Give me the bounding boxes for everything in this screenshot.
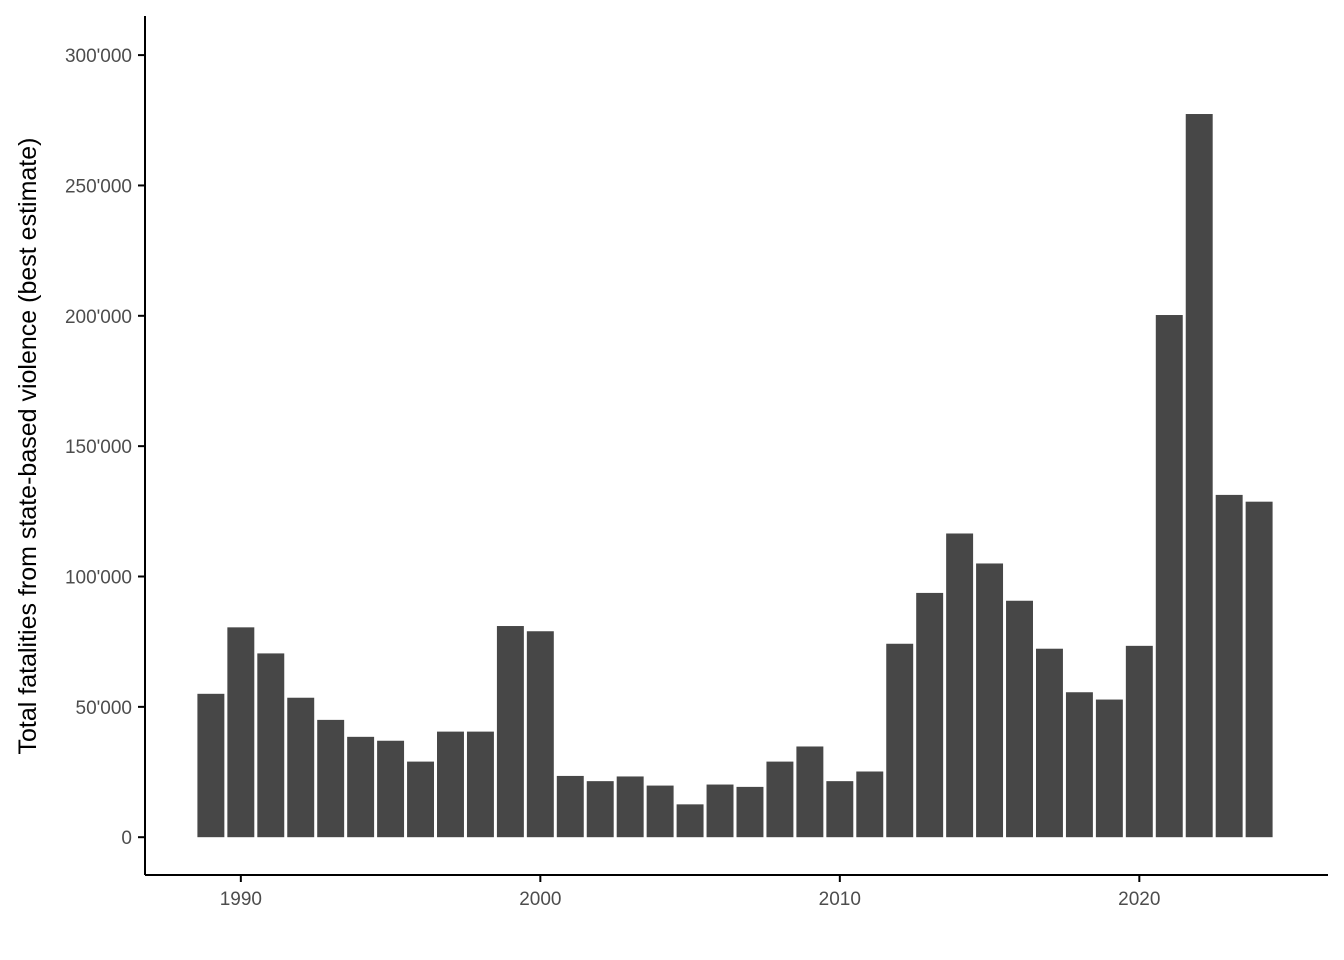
bar-1991	[257, 653, 285, 838]
bar-2022	[1185, 114, 1213, 838]
bar-1993	[317, 719, 345, 838]
bar-2013	[916, 592, 944, 838]
bar-1996	[407, 761, 435, 838]
bar-2006	[706, 784, 734, 838]
bar-2016	[1006, 600, 1033, 838]
y-tick-label-150000: 150'000	[65, 437, 132, 458]
bar-2009	[796, 746, 824, 838]
y-tick-label-100000: 100'000	[65, 568, 132, 589]
bar-2010	[826, 781, 854, 838]
bar-1992	[287, 697, 315, 838]
bar-2014	[946, 533, 974, 838]
bar-1995	[377, 740, 405, 838]
bar-2017	[1035, 648, 1063, 838]
bar-2007	[736, 786, 764, 838]
bar-1990	[227, 627, 255, 838]
y-tick-label-50000: 50'000	[76, 698, 132, 719]
bar-2008	[766, 761, 794, 838]
bar-1999	[496, 626, 524, 838]
y-tick-label-200000: 200'000	[65, 307, 132, 328]
y-tick-label-300000: 300'000	[65, 46, 132, 67]
bar-2015	[976, 563, 1004, 838]
y-axis-title: Total fatalities from state-based violen…	[14, 138, 42, 755]
bar-2001	[556, 775, 584, 838]
bar-2019	[1095, 699, 1123, 838]
bar-2002	[586, 781, 614, 838]
x-tick-label-2010: 2010	[819, 889, 861, 910]
bar-2003	[616, 776, 644, 838]
bar-2024	[1245, 501, 1273, 838]
bar-2018	[1065, 692, 1093, 838]
bar-2005	[676, 804, 704, 838]
bar-2012	[886, 643, 914, 838]
bar-2004	[646, 785, 674, 838]
x-tick-label-2020: 2020	[1118, 889, 1160, 910]
bar-1989	[197, 693, 225, 838]
bar-2011	[856, 771, 884, 838]
y-tick-label-250000: 250'000	[65, 176, 132, 197]
bar-1994	[347, 736, 375, 838]
bar-2000	[526, 631, 554, 838]
bar-2020	[1125, 645, 1153, 838]
y-tick-label-0: 0	[121, 828, 132, 849]
bar-1998	[466, 731, 494, 838]
y-axis: 0 50'000 100'000 150'000 200'000 250'000 300'0…	[65, 16, 146, 875]
x-tick-label-2000: 2000	[519, 889, 561, 910]
bars-group	[197, 114, 1273, 838]
bar-1997	[437, 731, 464, 838]
bar-2023	[1215, 494, 1243, 838]
x-tick-label-1990: 1990	[220, 889, 262, 910]
x-axis: 1990 2000 2010 2020	[145, 874, 1328, 910]
bar-2021	[1155, 315, 1183, 838]
